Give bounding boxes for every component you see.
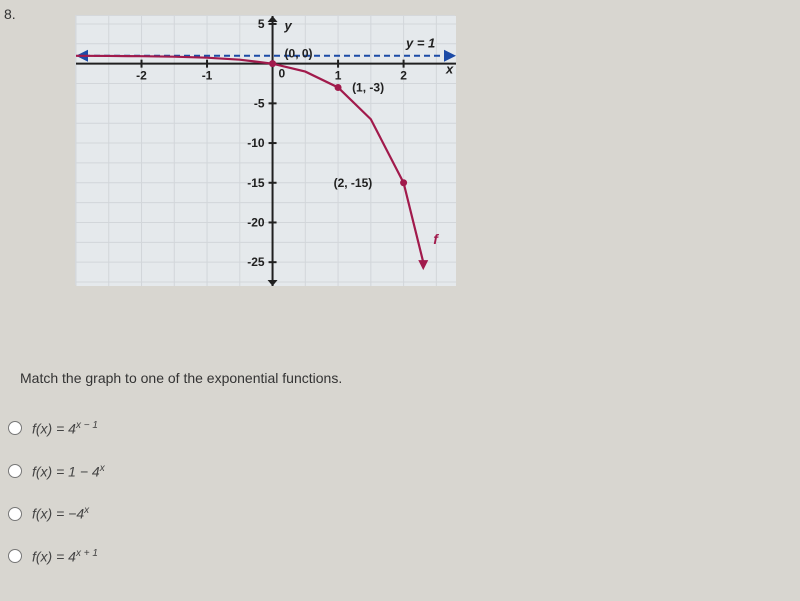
svg-text:(0, 0): (0, 0): [285, 47, 313, 61]
svg-text:(1, -3): (1, -3): [352, 80, 384, 94]
svg-text:-25: -25: [247, 255, 265, 269]
svg-text:(2, -15): (2, -15): [334, 176, 373, 190]
svg-text:0: 0: [279, 67, 286, 81]
svg-text:-5: -5: [254, 96, 265, 110]
svg-text:-1: -1: [202, 69, 213, 83]
answer-option[interactable]: f(x) = −4x: [8, 505, 105, 522]
svg-text:x: x: [445, 62, 454, 77]
answer-radio[interactable]: [8, 464, 22, 478]
svg-text:2: 2: [400, 69, 407, 83]
answer-label: f(x) = 4x − 1: [32, 420, 98, 437]
question-number: 8.: [4, 6, 16, 22]
answer-option[interactable]: f(x) = 4x − 1: [8, 420, 105, 437]
answer-options: f(x) = 4x − 1 f(x) = 1 − 4x f(x) = −4x f(x)…: [8, 420, 105, 591]
answer-option[interactable]: f(x) = 1 − 4x: [8, 463, 105, 480]
answer-option[interactable]: f(x) = 4x + 1: [8, 548, 105, 565]
answer-label: f(x) = 1 − 4x: [32, 463, 105, 480]
svg-text:-10: -10: [247, 136, 265, 150]
answer-radio[interactable]: [8, 421, 22, 435]
chart-svg: -2-10125-5-10-15-20-25y = 1yxf(0, 0)(1, …: [76, 16, 456, 286]
svg-text:y: y: [284, 18, 293, 33]
svg-text:5: 5: [258, 17, 265, 31]
question-prompt: Match the graph to one of the exponentia…: [20, 370, 342, 386]
svg-text:1: 1: [335, 69, 342, 83]
svg-text:-15: -15: [247, 176, 265, 190]
answer-label: f(x) = −4x: [32, 505, 89, 522]
svg-text:-20: -20: [247, 215, 265, 229]
answer-radio[interactable]: [8, 549, 22, 563]
answer-radio[interactable]: [8, 507, 22, 521]
answer-label: f(x) = 4x + 1: [32, 548, 98, 565]
svg-text:-2: -2: [136, 69, 147, 83]
svg-text:y = 1: y = 1: [405, 36, 435, 51]
chart-area: -2-10125-5-10-15-20-25y = 1yxf(0, 0)(1, …: [75, 15, 455, 285]
